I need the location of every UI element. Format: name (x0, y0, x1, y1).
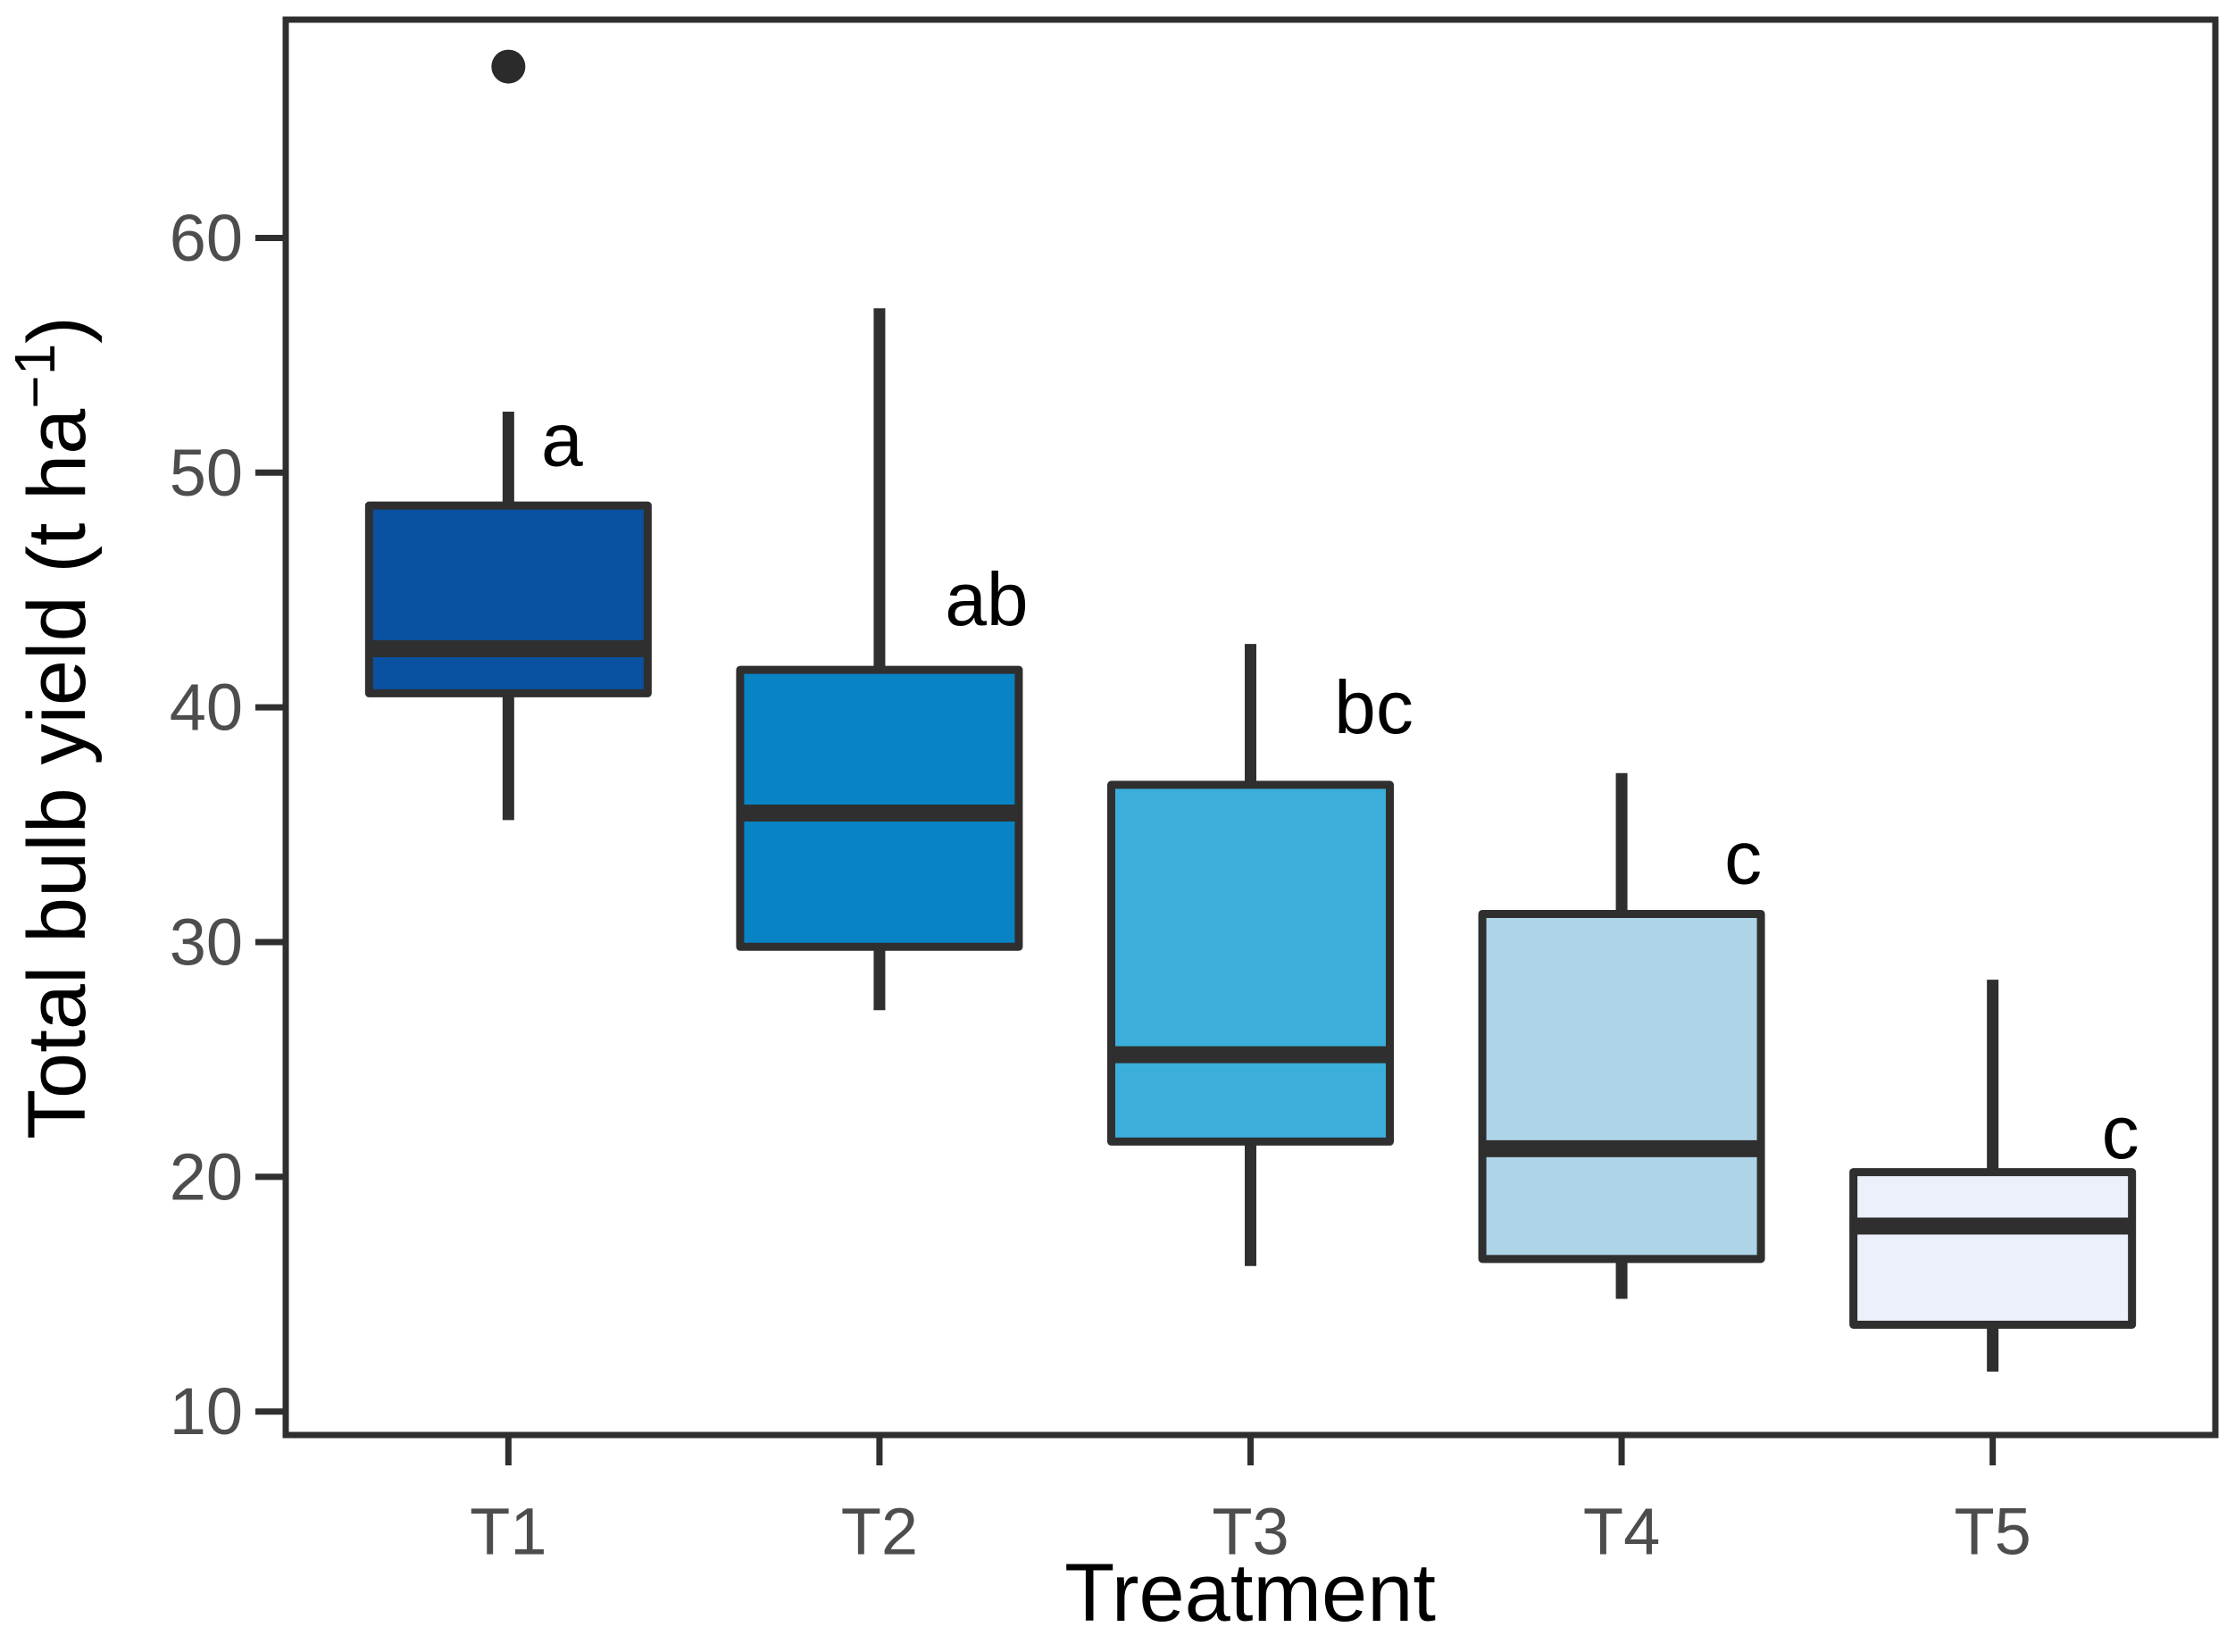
sig-letter-T1: a (541, 398, 583, 482)
iqr-box-T1 (364, 501, 652, 697)
sig-letter-T2: ab (945, 557, 1028, 641)
panel-border (282, 16, 2219, 1439)
x-tick-label-T4: T4 (1583, 1495, 1660, 1569)
outlier-point-T1-0 (491, 49, 526, 84)
x-axis-title: Treatment (1064, 1548, 1436, 1639)
box-group-T5 (1849, 980, 2137, 1372)
y-tick-label-20: 20 (170, 1139, 243, 1214)
y-tick-label-10: 10 (170, 1374, 243, 1448)
box-group-T1 (364, 49, 652, 821)
panel-border-layer (282, 16, 2219, 1439)
y-axis-title-superscript: −1 (3, 344, 67, 409)
iqr-box-T4 (1478, 909, 1765, 1264)
y-tick-label-40: 40 (170, 671, 243, 745)
x-tick-label-T3: T3 (1212, 1495, 1288, 1569)
y-tick-label-60: 60 (170, 201, 243, 275)
x-tick-label-T5: T5 (1954, 1495, 2031, 1569)
sig-letter-T3: bc (1334, 665, 1414, 749)
axis-titles-layer: Treatment Total bulb yield (t ha−1) (3, 316, 1436, 1639)
iqr-box-T3 (1107, 780, 1394, 1146)
y-axis-title-close-paren: ) (12, 316, 103, 344)
boxes-layer (364, 49, 2137, 1372)
box-group-T4 (1478, 772, 1765, 1299)
y-axis-title: Total bulb yield (t ha−1) (3, 316, 103, 1139)
box-group-T3 (1107, 644, 1394, 1266)
sig-letter-T5: c (2102, 1090, 2139, 1174)
y-axis-title-main: Total bulb yield (t ha (12, 408, 103, 1139)
y-axis: 10 20 30 40 50 60 (170, 201, 286, 1448)
box-group-T2 (736, 308, 1023, 1011)
x-tick-label-T2: T2 (841, 1495, 918, 1569)
sig-letter-T4: c (1724, 815, 1762, 899)
significance-letters-layer: a ab bc c c (541, 398, 2139, 1174)
y-tick-label-30: 30 (170, 905, 243, 980)
x-axis: T1 T2 T3 T4 T5 (470, 1435, 2031, 1569)
x-tick-label-T1: T1 (470, 1495, 546, 1569)
y-tick-label-50: 50 (170, 436, 243, 510)
iqr-box-T5 (1849, 1168, 2137, 1329)
